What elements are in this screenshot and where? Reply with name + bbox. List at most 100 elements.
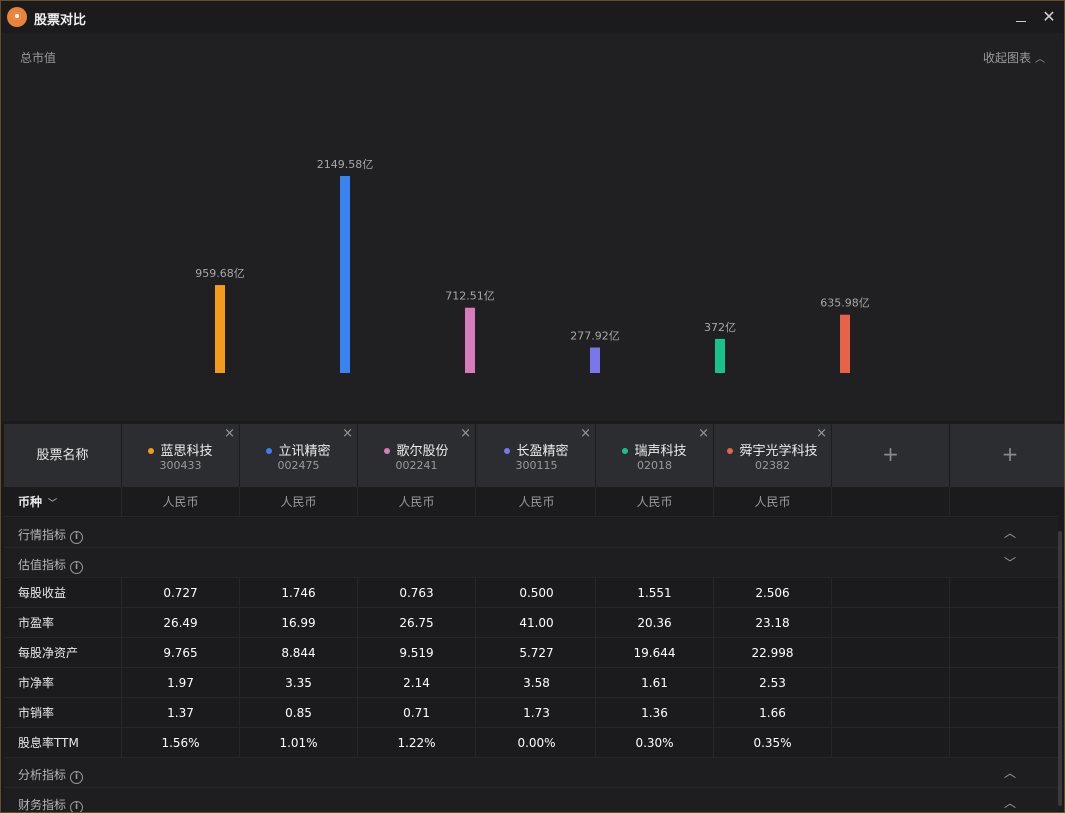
stock-card[interactable]: 蓝思科技 300433 × xyxy=(122,424,240,487)
remove-stock-button[interactable]: × xyxy=(460,426,471,441)
empty-cell xyxy=(951,668,1058,698)
stock-name-text: 瑞声科技 xyxy=(634,444,687,459)
table-cell: 2.14 xyxy=(358,668,476,698)
table-row: 市销率 1.37 0.85 0.71 1.73 1.36 1.66 xyxy=(4,698,1058,728)
bar-2[interactable] xyxy=(340,176,350,373)
chevron-up-icon[interactable]: ︿ xyxy=(1004,526,1017,540)
row-label: 市盈率 xyxy=(4,608,122,638)
chart-title: 总市值 xyxy=(20,51,57,65)
vertical-scrollbar[interactable] xyxy=(1058,531,1062,806)
chevron-up-icon[interactable]: ︿ xyxy=(1004,766,1017,780)
table-cell: 1.37 xyxy=(122,698,240,728)
row-label: 市销率 xyxy=(4,698,122,728)
bar-1[interactable] xyxy=(215,285,225,373)
currency-dropdown[interactable]: 币种 ﹀ xyxy=(4,487,122,517)
empty-cell xyxy=(832,608,950,638)
empty-cell xyxy=(951,698,1058,728)
remove-stock-button[interactable]: × xyxy=(816,426,827,441)
stock-name: 瑞声科技 xyxy=(596,440,713,459)
section-financial-indicators[interactable]: 财务指标 i ︿ xyxy=(4,788,1058,812)
remove-stock-button[interactable]: × xyxy=(342,426,353,441)
add-stock-button[interactable]: + xyxy=(951,424,1064,487)
empty-cell xyxy=(951,578,1058,608)
table-cell: 0.727 xyxy=(122,578,240,608)
info-icon[interactable]: i xyxy=(70,561,84,574)
table-cell: 2.53 xyxy=(714,668,832,698)
series-color-dot xyxy=(622,447,629,454)
empty-cell xyxy=(832,728,950,758)
remove-stock-button[interactable]: × xyxy=(580,426,591,441)
stock-code: 02018 xyxy=(637,459,672,472)
section-analysis-indicators[interactable]: 分析指标 i ︿ xyxy=(4,758,1058,788)
empty-cell xyxy=(832,638,950,668)
table-cell: 26.49 xyxy=(122,608,240,638)
table-cell: 9.519 xyxy=(358,638,476,668)
table-cell: 3.35 xyxy=(240,668,358,698)
currency-cell: 人民币 xyxy=(122,487,240,517)
bar-6[interactable] xyxy=(840,314,850,373)
row-label: 股息率TTM xyxy=(4,728,122,758)
table-cell: 0.500 xyxy=(478,578,596,608)
close-button[interactable]: ✕ xyxy=(1037,5,1061,29)
table-cell: 1.01% xyxy=(240,728,358,758)
collapse-chart-button[interactable]: 收起图表 ︿ xyxy=(983,49,1045,66)
title-bar: 股票对比 ✕ xyxy=(1,1,1064,33)
table-cell: 1.22% xyxy=(358,728,476,758)
table-cell: 1.97 xyxy=(122,668,240,698)
collapse-chart-label: 收起图表 xyxy=(982,51,1031,65)
stock-name: 蓝思科技 xyxy=(122,440,239,459)
table-row: 市盈率 26.49 16.99 26.75 41.00 20.36 23.18 xyxy=(4,608,1058,638)
stock-card[interactable]: 舜宇光学科技 02382 × xyxy=(714,424,832,487)
empty-cell xyxy=(832,487,950,517)
bar-value-label: 372亿 xyxy=(704,321,736,334)
table-header-row: 股票名称 蓝思科技 300433 × 立讯精密 002475 × 歌尔股份 002241 × 长盈… xyxy=(4,424,1064,487)
table-cell: 0.00% xyxy=(478,728,596,758)
section-label: 估值指标 xyxy=(18,558,67,572)
close-icon: ✕ xyxy=(1042,7,1056,26)
table-cell: 0.85 xyxy=(240,698,358,728)
chevron-up-icon[interactable]: ︿ xyxy=(1004,796,1017,810)
stock-name-header: 股票名称 xyxy=(4,424,122,487)
series-color-dot xyxy=(148,447,155,454)
minimize-button[interactable] xyxy=(1009,5,1033,29)
stock-card[interactable]: 立讯精密 002475 × xyxy=(240,424,358,487)
stock-card[interactable]: 长盈精密 300115 × xyxy=(478,424,596,487)
empty-cell xyxy=(832,668,950,698)
table-row: 每股净资产 9.765 8.844 9.519 5.727 19.644 22.998 xyxy=(4,638,1058,668)
stock-name: 立讯精密 xyxy=(240,440,357,459)
series-color-dot xyxy=(504,447,511,454)
table-cell: 8.844 xyxy=(240,638,358,668)
table-cell: 23.18 xyxy=(714,608,832,638)
section-valuation-indicators[interactable]: 估值指标 i ﹀ xyxy=(4,548,1058,578)
stock-card[interactable]: 瑞声科技 02018 × xyxy=(596,424,714,487)
remove-stock-button[interactable]: × xyxy=(224,426,235,441)
table-cell: 1.551 xyxy=(596,578,714,608)
info-icon[interactable]: i xyxy=(70,531,84,544)
app-logo-icon xyxy=(7,7,27,27)
bar-4[interactable] xyxy=(590,347,600,373)
add-stock-button[interactable]: + xyxy=(832,424,950,487)
bar-5[interactable] xyxy=(715,338,725,373)
remove-stock-button[interactable]: × xyxy=(698,426,709,441)
stock-name-text: 舜宇光学科技 xyxy=(739,444,818,459)
bar-value-label: 712.51亿 xyxy=(445,290,495,303)
currency-cell: 人民币 xyxy=(714,487,832,517)
table-cell: 26.75 xyxy=(358,608,476,638)
stock-card[interactable]: 歌尔股份 002241 × xyxy=(358,424,476,487)
table-cell: 19.644 xyxy=(596,638,714,668)
bar-value-label: 2149.58亿 xyxy=(317,158,374,171)
table-row: 市净率 1.97 3.35 2.14 3.58 1.61 2.53 xyxy=(4,668,1058,698)
info-icon[interactable]: i xyxy=(70,771,84,784)
series-color-dot xyxy=(266,447,273,454)
table-cell: 16.99 xyxy=(240,608,358,638)
section-market-indicators[interactable]: 行情指标 i ︿ xyxy=(4,518,1058,548)
table-cell: 1.746 xyxy=(240,578,358,608)
add-icon: + xyxy=(1001,442,1019,466)
empty-cell xyxy=(832,578,950,608)
info-icon[interactable]: i xyxy=(70,801,84,812)
table-cell: 0.30% xyxy=(596,728,714,758)
chevron-down-icon[interactable]: ﹀ xyxy=(1004,556,1017,570)
table-row: 每股收益 0.727 1.746 0.763 0.500 1.551 2.506 xyxy=(4,578,1058,608)
stock-name-text: 歌尔股份 xyxy=(396,444,449,459)
bar-3[interactable] xyxy=(465,307,475,373)
